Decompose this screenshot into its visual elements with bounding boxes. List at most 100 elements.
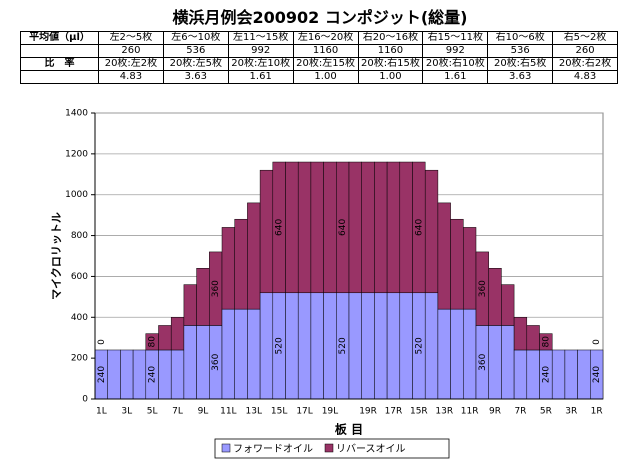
data-label: 360 <box>211 280 221 297</box>
bar-segment <box>361 292 375 400</box>
bar-segment <box>564 349 578 400</box>
bar-segment <box>221 227 235 310</box>
data-label: 80 <box>148 336 158 348</box>
y-tick-label: 0 <box>82 395 88 405</box>
y-tick-label: 1000 <box>65 190 88 200</box>
bar-segment <box>170 349 185 400</box>
data-label: 640 <box>414 219 424 236</box>
bar-segment <box>577 349 591 400</box>
x-tick-label: 17L <box>296 407 312 417</box>
x-tick-label: 19L <box>322 407 338 417</box>
bar-segment <box>234 308 248 400</box>
legend-label: リバースオイル <box>336 443 406 455</box>
x-tick-label: 19R <box>359 407 377 417</box>
bar-segment <box>501 284 515 326</box>
bar-segment <box>513 317 528 351</box>
bar-segment <box>463 308 477 400</box>
x-tick-label: 5L <box>147 407 158 417</box>
legend-label: フォワードオイル <box>233 443 313 455</box>
bar-segment <box>513 349 528 400</box>
y-tick-label: 600 <box>71 272 88 282</box>
title: 横浜月例会200902 コンポジット(総量) <box>172 8 468 27</box>
data-label: 520 <box>338 337 348 354</box>
x-tick-label: 11L <box>220 407 236 417</box>
x-tick-label: 1L <box>96 407 107 417</box>
x-tick-label: 7L <box>172 407 183 417</box>
x-tick-label: 13L <box>246 407 262 417</box>
bar-segment <box>539 333 553 351</box>
bar-segment <box>424 292 439 400</box>
bar-segment <box>107 349 121 400</box>
legend-swatch <box>324 443 334 453</box>
bar-segment <box>285 161 299 294</box>
bar-segment <box>348 292 362 400</box>
bar-segment <box>158 325 172 351</box>
bar-segment <box>259 169 274 294</box>
bar-segment <box>196 268 210 326</box>
x-tick-label: 11R <box>461 407 479 417</box>
x-tick-label: 15R <box>410 407 428 417</box>
x-tick-label: 17R <box>385 407 403 417</box>
bar-segment <box>361 161 375 294</box>
x-tick-label: 7R <box>514 407 526 417</box>
bar-segment <box>259 292 274 400</box>
bar-segment <box>310 292 324 400</box>
x-tick-label: 9R <box>489 407 501 417</box>
data-label: 80 <box>541 336 551 348</box>
x-tick-label: 3L <box>121 407 132 417</box>
x-tick-label: 1R <box>591 407 603 417</box>
bar-segment <box>450 308 464 400</box>
y-tick-label: 200 <box>71 354 88 364</box>
bar-segment <box>297 161 312 294</box>
bar-segment <box>221 308 235 400</box>
bar-segment <box>132 349 147 400</box>
bar-segment <box>399 161 413 294</box>
table-row: 比 率 20枚:左2枚 20枚:左5枚 20枚:左10枚 20枚:左15枚 20枚:右15… <box>20 57 618 71</box>
bar-segment <box>170 317 185 351</box>
summary-table: 平均値（μl） 左2～5枚 左6～10枚 左11～15枚 左16～20枚 右20～16枚右… <box>20 31 618 84</box>
bar-segment <box>247 308 261 400</box>
x-tick-label: 15L <box>271 407 287 417</box>
x-tick-label: 5R <box>540 407 552 417</box>
bar-segment <box>183 284 197 326</box>
bar-segment <box>247 202 261 310</box>
data-label: 240 <box>148 366 158 383</box>
bar-segment <box>285 292 299 400</box>
bar-segment <box>374 292 388 400</box>
bar-segment <box>348 161 362 294</box>
data-label: 640 <box>338 219 348 236</box>
table-cell: 1.61 <box>227 70 294 84</box>
y-tick-label: 800 <box>71 231 88 241</box>
data-label: 360 <box>211 353 221 370</box>
bar-segment <box>463 227 477 310</box>
data-label: 240 <box>592 366 602 383</box>
data-label: 640 <box>275 219 285 236</box>
data-label: 520 <box>414 337 424 354</box>
bar-segment <box>488 268 502 326</box>
bar-segment <box>526 349 540 400</box>
data-label: 240 <box>541 366 551 383</box>
bar-segment <box>234 218 248 310</box>
table-cell: 4.83 <box>552 70 618 84</box>
bar-segment <box>323 292 337 400</box>
bar-segment <box>374 161 388 294</box>
data-label: 0 <box>592 339 602 345</box>
y-tick-label: 1400 <box>65 109 88 119</box>
data-label: 240 <box>97 366 107 383</box>
y-axis-title: マイクロリットル <box>50 212 63 300</box>
bar-segment <box>120 349 134 400</box>
bar-segment <box>196 325 210 400</box>
x-axis-title: 板 目 <box>335 422 363 437</box>
table-row: 4.83 3.63 1.61 1.00 1.00 1.61 3.63 4.83 <box>20 70 618 84</box>
bar-segment <box>386 292 401 400</box>
y-tick-label: 400 <box>71 313 88 323</box>
bar-segment <box>424 169 439 294</box>
x-tick-label: 13R <box>435 407 453 417</box>
bar-segment <box>310 161 324 294</box>
table-cell: 1.61 <box>422 70 489 84</box>
bar-segment <box>551 349 566 400</box>
bar-segment <box>437 202 451 310</box>
bar-segment <box>386 161 401 294</box>
